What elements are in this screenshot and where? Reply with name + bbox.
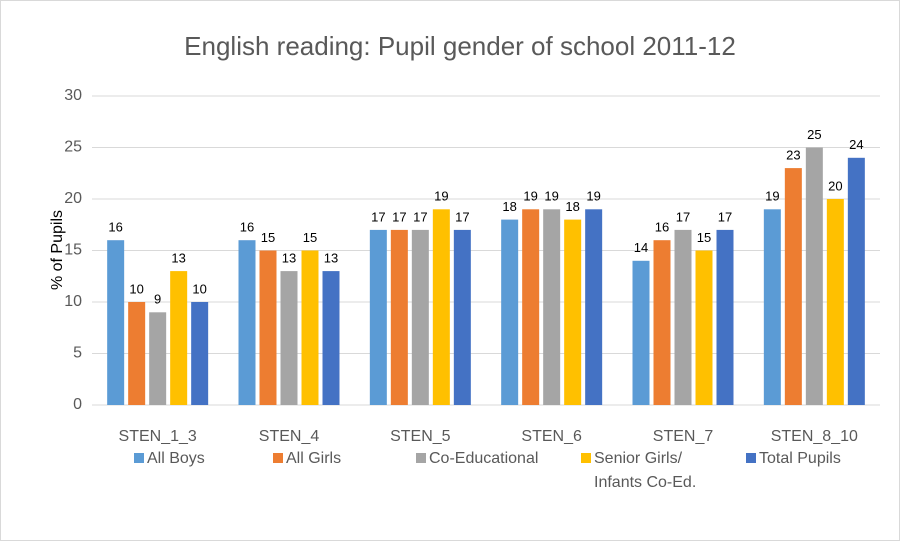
bar bbox=[369, 229, 387, 405]
data-label: 10 bbox=[129, 281, 143, 296]
data-label: 20 bbox=[828, 178, 842, 193]
x-tick-label: STEN_6 bbox=[521, 428, 582, 445]
x-tick-label: STEN_4 bbox=[259, 428, 320, 445]
legend-item: Co-Educational bbox=[416, 447, 576, 471]
bar bbox=[238, 240, 256, 405]
legend-label: All Boys bbox=[147, 450, 205, 467]
bar bbox=[149, 312, 167, 405]
data-label: 19 bbox=[523, 189, 537, 204]
bar bbox=[322, 271, 340, 405]
x-tick-label: STEN_7 bbox=[653, 428, 714, 445]
y-tick-label: 5 bbox=[73, 345, 82, 362]
bar bbox=[543, 209, 561, 405]
bar bbox=[805, 147, 823, 405]
bar bbox=[695, 250, 713, 405]
x-tick-label: STEN_8_10 bbox=[771, 428, 858, 445]
legend-item: All Boys bbox=[134, 447, 264, 471]
data-label: 19 bbox=[765, 189, 779, 204]
y-tick-label: 10 bbox=[64, 293, 82, 310]
bar bbox=[585, 209, 603, 405]
data-label: 14 bbox=[634, 240, 648, 255]
legend-swatch bbox=[416, 453, 426, 463]
bar bbox=[453, 229, 471, 405]
bar bbox=[632, 260, 650, 405]
data-label: 15 bbox=[303, 230, 317, 245]
legend-label: Co-Educational bbox=[429, 450, 539, 467]
legend-item: Total Pupils bbox=[746, 447, 886, 471]
bar bbox=[784, 168, 802, 405]
legend-label: Total Pupils bbox=[759, 450, 841, 467]
legend-swatch bbox=[581, 453, 591, 463]
bar bbox=[826, 199, 844, 405]
legend-item: All Girls bbox=[273, 447, 403, 471]
data-label: 17 bbox=[392, 209, 406, 224]
legend-label: All Girls bbox=[286, 450, 342, 467]
data-label: 17 bbox=[371, 209, 385, 224]
bar bbox=[501, 219, 519, 405]
bar bbox=[716, 229, 734, 405]
data-label: 15 bbox=[697, 230, 711, 245]
data-label: 17 bbox=[676, 209, 690, 224]
data-label: 17 bbox=[413, 209, 427, 224]
legend-swatch bbox=[746, 453, 756, 463]
data-label: 16 bbox=[655, 220, 669, 235]
legend-item: Senior Girls/ Infants Co-Ed. bbox=[581, 447, 721, 495]
data-label: 25 bbox=[807, 127, 821, 142]
bar bbox=[390, 229, 408, 405]
data-label: 19 bbox=[586, 189, 600, 204]
bar bbox=[564, 219, 582, 405]
bar bbox=[128, 302, 146, 405]
data-label: 24 bbox=[849, 137, 863, 152]
data-label: 16 bbox=[240, 220, 254, 235]
y-tick-label: 20 bbox=[64, 190, 82, 207]
bar bbox=[674, 229, 692, 405]
data-label: 18 bbox=[502, 199, 516, 214]
legend-swatch bbox=[134, 453, 144, 463]
data-label: 15 bbox=[261, 230, 275, 245]
bar bbox=[170, 271, 188, 405]
y-tick-label: 0 bbox=[73, 396, 82, 413]
y-tick-label: 25 bbox=[64, 139, 82, 156]
bar bbox=[763, 209, 781, 405]
bar bbox=[191, 302, 209, 405]
data-label: 19 bbox=[544, 189, 558, 204]
bar bbox=[432, 209, 450, 405]
bar bbox=[107, 240, 125, 405]
bar bbox=[259, 250, 277, 405]
bar bbox=[301, 250, 319, 405]
data-label: 19 bbox=[434, 189, 448, 204]
data-label: 23 bbox=[786, 148, 800, 163]
legend-swatch bbox=[273, 453, 283, 463]
data-label: 17 bbox=[455, 209, 469, 224]
data-label: 10 bbox=[192, 281, 206, 296]
bar bbox=[653, 240, 671, 405]
x-tick-label: STEN_1_3 bbox=[119, 428, 197, 445]
data-label: 13 bbox=[171, 251, 185, 266]
x-tick-label: STEN_5 bbox=[390, 428, 451, 445]
bar bbox=[847, 157, 865, 405]
data-label: 16 bbox=[108, 220, 122, 235]
bar bbox=[522, 209, 540, 405]
bar bbox=[411, 229, 429, 405]
legend-label: Senior Girls/ Infants Co-Ed. bbox=[594, 450, 697, 491]
data-label: 13 bbox=[324, 251, 338, 266]
chart-title: English reading: Pupil gender of school … bbox=[184, 31, 736, 61]
data-label: 9 bbox=[154, 292, 161, 307]
bar bbox=[280, 271, 298, 405]
data-label: 17 bbox=[718, 209, 732, 224]
y-tick-label: 30 bbox=[64, 87, 82, 104]
data-label: 13 bbox=[282, 251, 296, 266]
data-label: 18 bbox=[565, 199, 579, 214]
y-axis-label: % of Pupils bbox=[49, 210, 66, 290]
y-tick-label: 15 bbox=[64, 242, 82, 259]
